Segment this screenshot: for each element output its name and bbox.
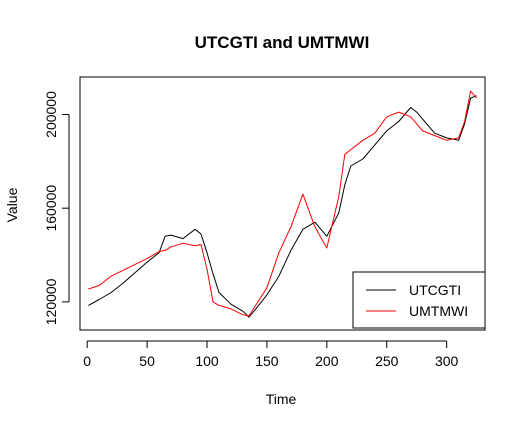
y-tick-label: 200000	[43, 91, 59, 138]
plot-frame	[79, 76, 486, 331]
x-axis: 0 50 100 150 200 250 300	[83, 340, 459, 369]
y-axis-label: Value	[4, 187, 20, 222]
y-tick-label: 160000	[43, 185, 59, 232]
x-tick-label: 150	[255, 353, 279, 369]
chart-title: UTCGTI and UMTMWI	[195, 33, 370, 52]
series-line-utcgti	[88, 95, 477, 318]
legend-label-umtmwi: UMTMWI	[409, 303, 468, 319]
y-axis: 120000 160000 200000	[43, 91, 70, 325]
x-tick-label: 250	[375, 353, 399, 369]
x-tick-label: 100	[195, 353, 219, 369]
x-tick-label: 0	[83, 353, 91, 369]
y-tick-label: 120000	[43, 278, 59, 325]
legend-label-utcgti: UTCGTI	[409, 282, 461, 298]
x-tick-label: 300	[435, 353, 459, 369]
x-axis-label: Time	[266, 391, 297, 407]
series-layer	[88, 90, 477, 318]
x-tick-label: 50	[139, 353, 155, 369]
legend: UTCGTI UMTMWI	[352, 271, 486, 329]
x-tick-label: 200	[315, 353, 339, 369]
legend-box	[352, 271, 486, 329]
series-line-umtmwi	[88, 90, 477, 317]
